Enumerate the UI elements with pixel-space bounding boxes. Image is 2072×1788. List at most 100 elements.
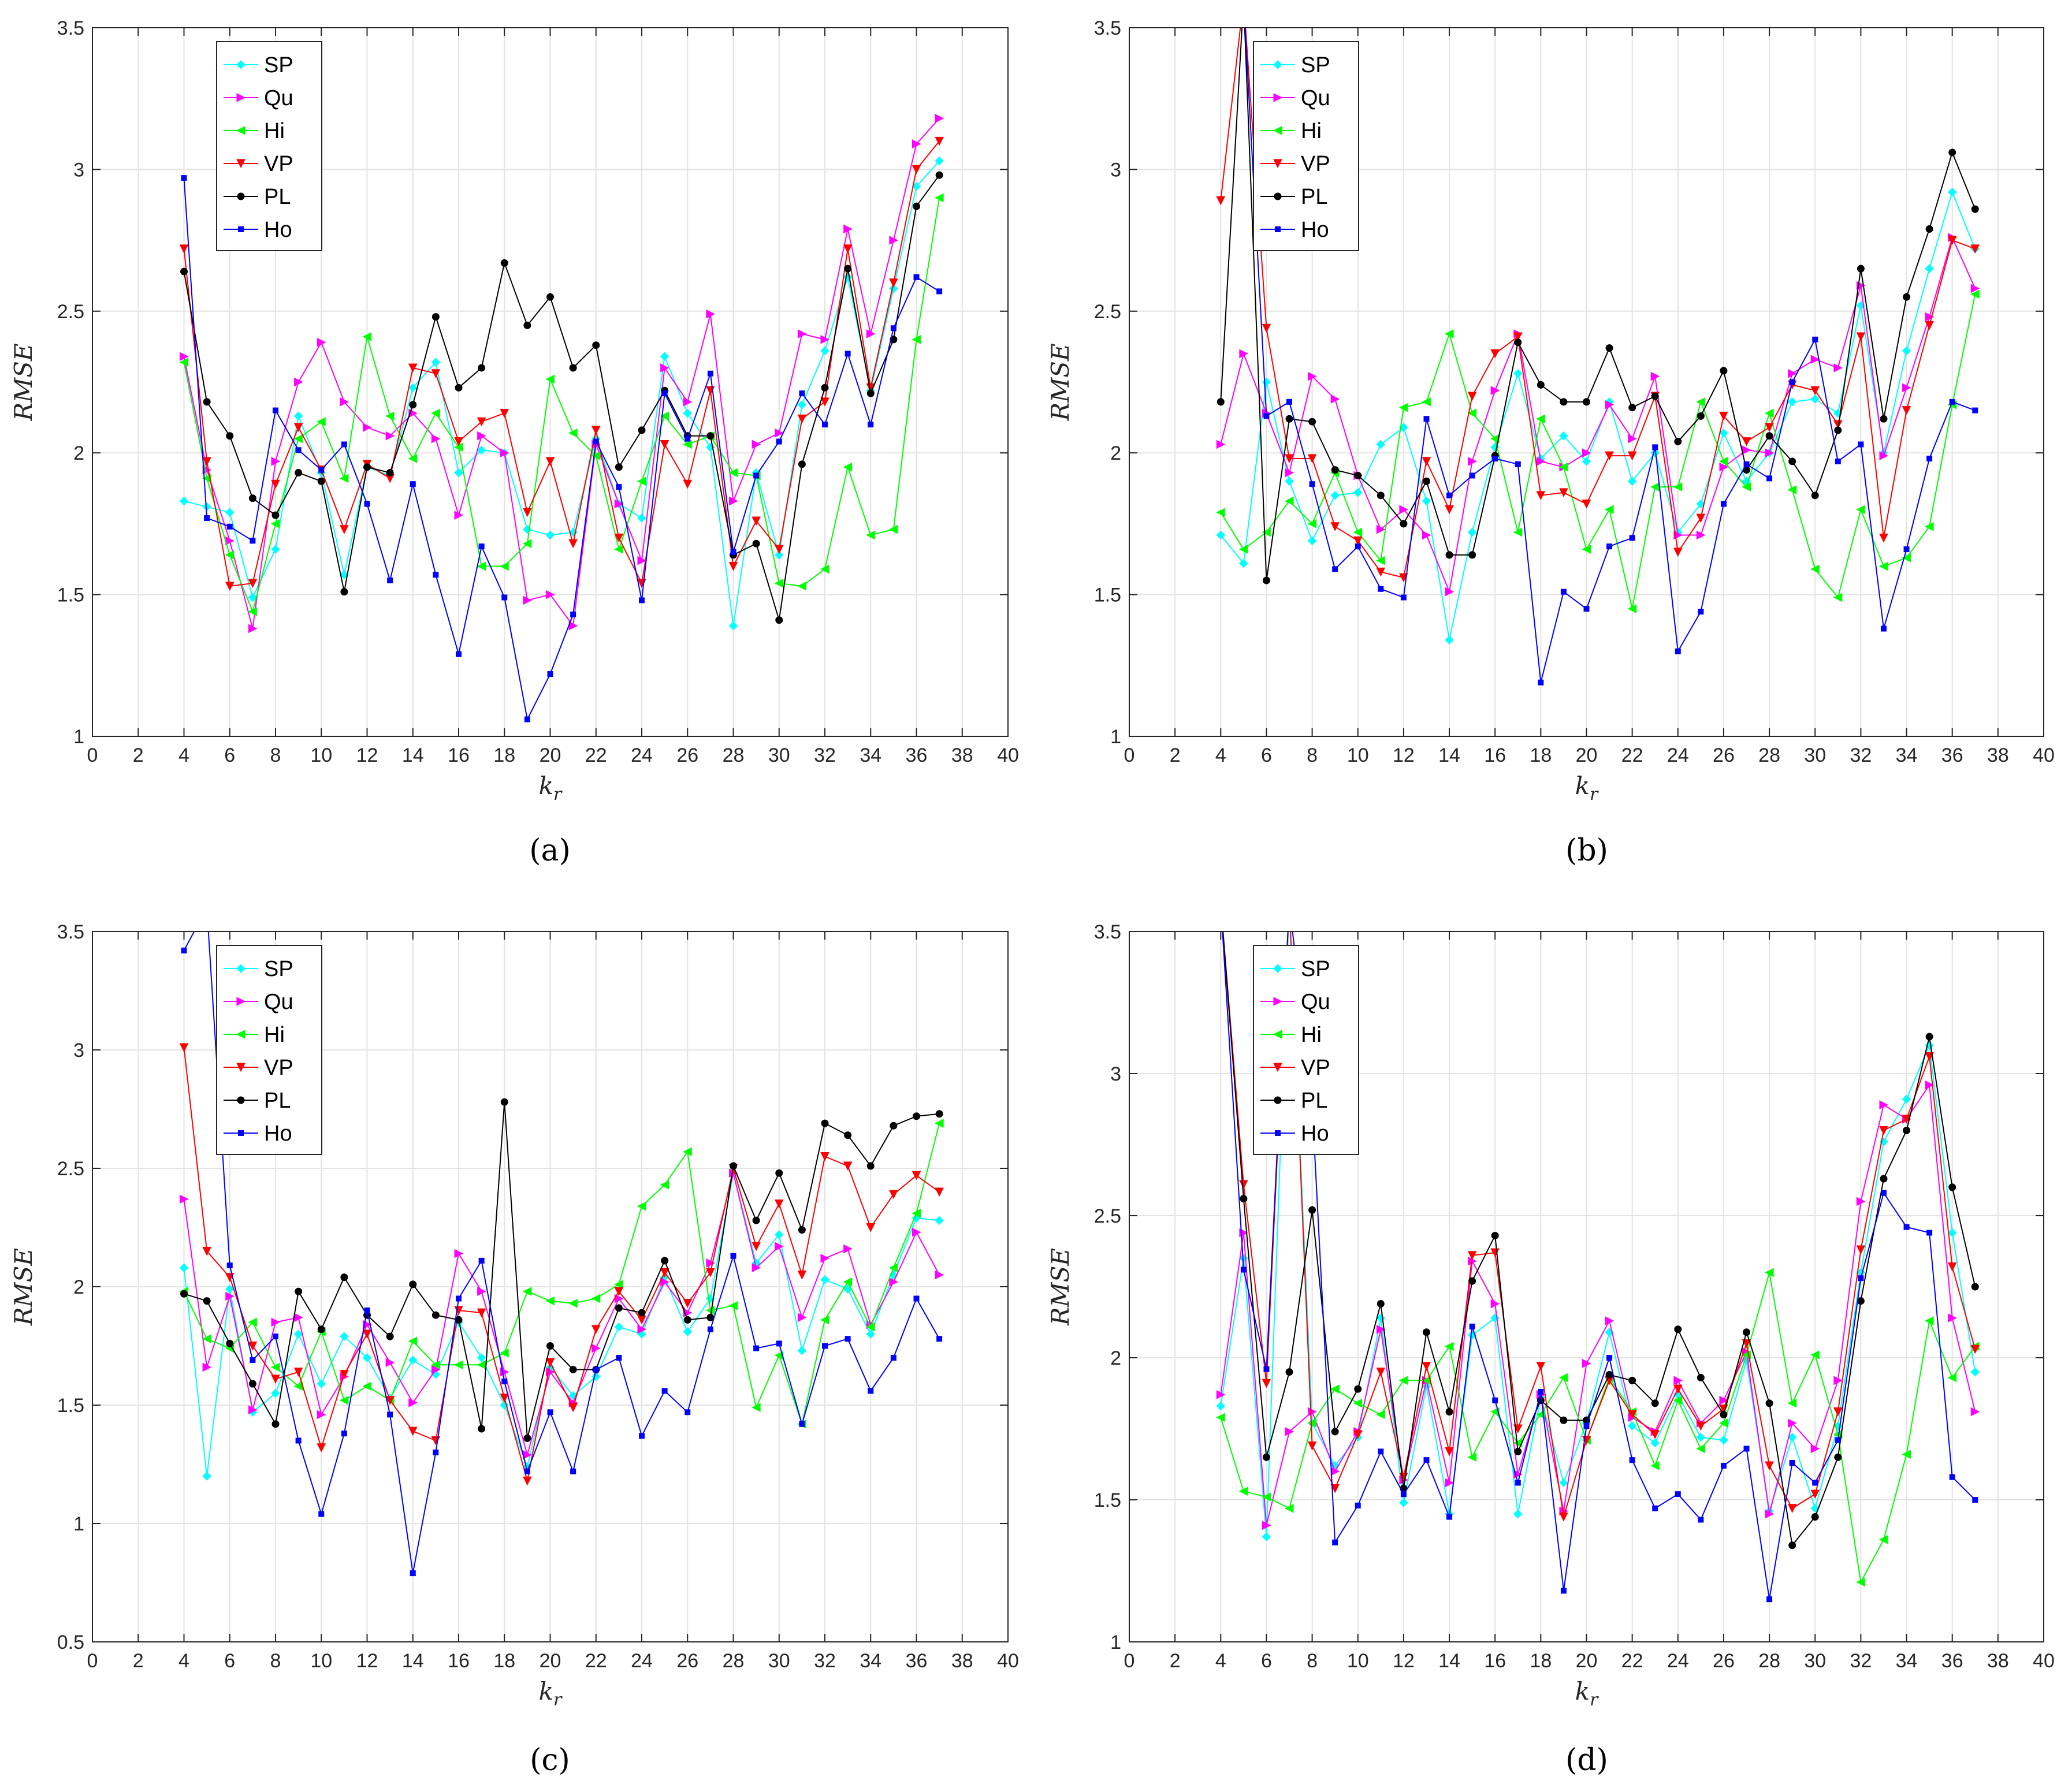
data-point-ho [845, 351, 851, 357]
data-point-pl [913, 1112, 920, 1120]
data-point-hi [1810, 1350, 1820, 1359]
tick-labels: 0 2 4 6 8 10 12 14 16 18 20 22 24 26 28 30 32 34 36 38 4011.… [1094, 17, 2055, 766]
data-point-hi [339, 474, 349, 483]
data-point-hi [1970, 289, 1980, 299]
legend-label-ho: Ho [1301, 218, 1329, 242]
legend-marker-qu [236, 93, 246, 102]
data-point-ho [661, 1388, 668, 1394]
data-point-sp [477, 445, 486, 455]
data-point-qu [843, 1244, 853, 1254]
data-point-sp [820, 346, 829, 356]
data-point-vp [1765, 1461, 1774, 1471]
data-point-ho [524, 716, 530, 722]
data-point-pl [1240, 0, 1247, 3]
data-point-qu [385, 431, 395, 441]
data-point-qu [592, 1343, 601, 1353]
data-point-pl [1445, 1407, 1453, 1416]
data-point-qu [1696, 530, 1706, 540]
data-point-ho [295, 1437, 302, 1444]
data-point-ho [1720, 501, 1727, 507]
data-point-vp [1947, 236, 1957, 245]
data-point-ho [1812, 336, 1818, 342]
legend-marker-pl [1274, 1096, 1282, 1104]
data-point-ho [1606, 1355, 1613, 1361]
legend-marker-pl [1274, 192, 1282, 200]
y-tick-label: 2 [73, 1276, 84, 1298]
data-point-ho [1675, 648, 1681, 654]
legend-label-pl: PL [264, 185, 291, 209]
data-point-hi [1787, 1398, 1797, 1408]
data-point-vp [317, 1443, 326, 1452]
x-tick-label: 2 [1170, 744, 1181, 766]
data-point-qu [1399, 505, 1409, 515]
x-tick-label: 26 [676, 744, 698, 766]
data-point-pl [1468, 551, 1476, 559]
data-point-pl [340, 1273, 348, 1282]
data-point-vp [1262, 1379, 1271, 1388]
data-point-pl [1560, 398, 1568, 406]
data-point-qu [1605, 1316, 1615, 1325]
data-point-hi [362, 332, 371, 341]
data-point-vp [1902, 406, 1911, 415]
data-point-vp [683, 1299, 693, 1308]
legend-marker-ho [238, 226, 244, 232]
series-line-hi [1220, 294, 1976, 610]
series-line-ho [183, 932, 940, 1574]
data-point-vp [912, 1171, 921, 1180]
legend-marker-sp [236, 60, 245, 69]
data-point-hi [1718, 457, 1728, 466]
data-point-ho [1469, 472, 1475, 479]
data-point-vp [1240, 0, 1248, 3]
data-point-pl [1834, 426, 1842, 434]
legend-label-ho: Ho [264, 1122, 292, 1146]
data-point-sp [1330, 491, 1340, 500]
data-point-qu [1650, 371, 1660, 381]
x-tick-label: 12 [1393, 1650, 1415, 1672]
data-point-ho [1218, 900, 1223, 906]
legend-label-ho: Ho [264, 218, 292, 242]
y-tick-label: 3 [1110, 1063, 1121, 1085]
data-point-pl [752, 1216, 760, 1224]
data-point-pl [248, 1380, 256, 1388]
data-point-ho [318, 1511, 325, 1517]
data-point-hi [866, 530, 875, 540]
data-point-hi [1467, 408, 1477, 418]
data-point-hi [820, 1315, 829, 1325]
data-point-sp [340, 1332, 349, 1341]
x-tick-label: 24 [631, 744, 653, 766]
data-point-ho [1355, 543, 1361, 550]
data-point-pl [431, 1311, 440, 1319]
data-point-hi [1558, 462, 1568, 472]
data-point-ho [799, 1421, 805, 1427]
data-point-ho [364, 501, 370, 507]
data-point-qu [1216, 1390, 1226, 1399]
legend-marker-qu [1273, 93, 1283, 102]
data-point-pl [913, 202, 920, 210]
data-point-pl [1217, 900, 1224, 907]
data-point-sp [935, 156, 944, 166]
data-point-hi [248, 1317, 257, 1327]
data-point-sp [728, 621, 738, 631]
data-point-pl [1720, 1410, 1728, 1418]
data-point-hi [1238, 1487, 1248, 1496]
data-point-vp [454, 437, 463, 446]
data-point-sp [1810, 394, 1820, 404]
x-tick-label: 16 [448, 1650, 470, 1672]
x-tick-label: 8 [270, 1650, 281, 1672]
data-point-qu [225, 1291, 235, 1301]
x-tick-label: 38 [1987, 1650, 2009, 1672]
data-point-vp [1833, 1407, 1843, 1417]
data-point-sp [614, 1322, 624, 1332]
data-point-hi [500, 1348, 509, 1358]
x-tick-label: 24 [1667, 744, 1689, 766]
data-point-vp [591, 1325, 601, 1334]
x-tick-label: 26 [1713, 1650, 1735, 1672]
data-point-pl [478, 364, 486, 372]
data-point-hi [935, 1119, 944, 1128]
data-point-ho [570, 611, 576, 617]
data-point-pl [1331, 466, 1339, 474]
data-point-hi [1787, 485, 1797, 494]
data-point-ho [936, 1336, 943, 1342]
series-line-sp [1220, 191, 1976, 641]
data-point-vp [202, 1247, 211, 1256]
